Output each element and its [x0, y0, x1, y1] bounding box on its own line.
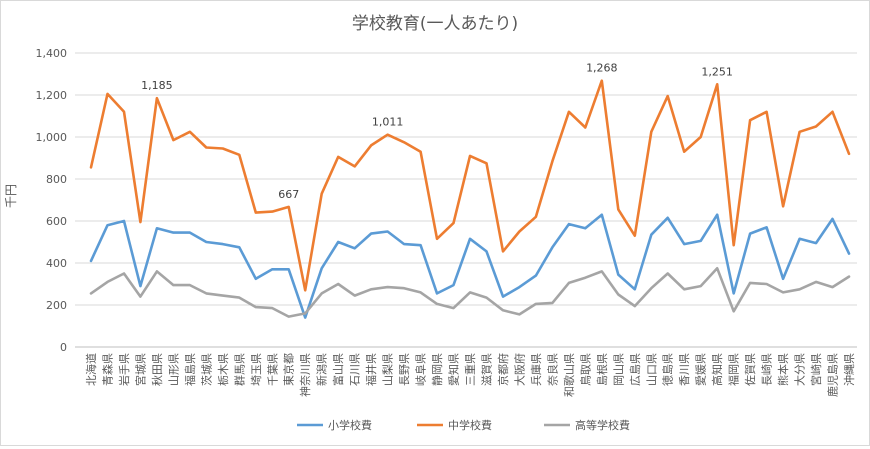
x-tick-label: 埼玉県: [249, 353, 263, 386]
x-tick-labels: 北海道 青森県 岩手県 宮城県 秋田県 山形県 福島県 茨城県 栃木県 群馬県 埼玉県 千葉県 東京都神…: [84, 353, 856, 397]
gridlines: [75, 52, 857, 348]
x-tick-label: 茨城県: [199, 353, 213, 386]
series-lines: [89, 79, 851, 319]
x-tick-label: 岡山県: [612, 353, 625, 386]
x-tick-label: 愛媛県: [694, 353, 708, 386]
x-tick-label: 長野県: [398, 353, 411, 386]
x-tick-label: 富山県: [331, 353, 345, 386]
x-tick-label: 香川県: [678, 353, 691, 386]
y-tick-label: 600: [46, 215, 67, 228]
x-tick-label: 愛知県: [447, 353, 461, 386]
data-label: 1,011: [372, 116, 404, 129]
x-tick-label: 山口県: [645, 353, 658, 386]
x-tick-label: 熊本県: [776, 353, 790, 386]
data-label: 1,185: [141, 79, 173, 92]
x-tick-label: 群馬県: [232, 353, 246, 386]
x-tick-label: 滋賀県: [480, 353, 493, 386]
chart-title: 学校教育(一人あたり): [352, 14, 518, 34]
y-axis-label: 千円: [4, 184, 18, 208]
x-tick-label: 京都府: [496, 353, 510, 386]
x-tick-label: 青森県: [100, 353, 114, 386]
x-tick-label: 大阪府: [512, 353, 526, 386]
x-tick-label: 秋田県: [150, 353, 164, 386]
data-label: 667: [278, 188, 299, 201]
x-tick-label: 広島県: [628, 353, 642, 386]
y-tick-labels: 0 200 400 600 800 1,000 1,200 1,400: [36, 47, 68, 354]
x-tick-label: 宮崎県: [809, 353, 823, 386]
x-tick-label: 福島県: [183, 353, 197, 386]
x-tick-label: 栃木県: [216, 353, 230, 386]
y-tick-label: 800: [46, 173, 67, 186]
x-tick-label: 高知県: [710, 353, 724, 386]
x-tick-label: 石川県: [349, 353, 362, 386]
x-tick-label: 宮城県: [133, 353, 147, 386]
x-tick-label: 和歌山県: [562, 353, 576, 397]
legend-label: 高等学校費: [575, 418, 630, 432]
data-label: 1,251: [701, 65, 733, 78]
x-tick-label: 大分県: [793, 353, 807, 386]
x-tick-label: 鳥取県: [578, 353, 592, 386]
data-label: 1,268: [586, 62, 618, 75]
legend: 小学校費 中学校費 高等学校費: [297, 418, 630, 432]
x-tick-label: 静岡県: [430, 353, 444, 386]
x-tick-label: 岩手県: [117, 353, 131, 386]
x-tick-label: 佐賀県: [743, 353, 757, 386]
x-tick-label: 奈良県: [545, 353, 559, 386]
series-line: [89, 266, 851, 318]
y-tick-label: 200: [46, 299, 67, 312]
x-tick-label: 鹿児島県: [826, 353, 840, 397]
series-line: [89, 213, 851, 319]
x-tick-label: 福岡県: [727, 353, 741, 386]
x-tick-label: 島根県: [595, 353, 609, 386]
x-tick-label: 山形県: [167, 353, 180, 386]
y-tick-label: 1,200: [36, 89, 68, 102]
x-tick-label: 徳島県: [661, 353, 675, 386]
x-tick-label: 新潟県: [315, 353, 329, 386]
x-tick-label: 千葉県: [265, 353, 279, 386]
y-tick-label: 400: [46, 257, 67, 270]
x-tick-label: 東京都: [282, 353, 296, 386]
y-tick-label: 0: [60, 341, 67, 354]
y-tick-label: 1,400: [36, 47, 68, 60]
x-tick-label: 北海道: [84, 353, 98, 386]
x-tick-label: 沖縄県: [842, 353, 856, 386]
x-tick-label: 山梨県: [381, 353, 395, 386]
x-tick-label: 三重県: [463, 353, 477, 386]
legend-label: 中学校費: [448, 418, 492, 432]
x-tick-label: 兵庫県: [529, 353, 543, 386]
x-tick-label: 長崎県: [760, 353, 774, 386]
y-tick-label: 1,000: [36, 131, 68, 144]
x-tick-label: 福井県: [364, 353, 378, 386]
series-line: [89, 79, 851, 292]
data-labels: 1,185 667 1,011 1,268 1,251: [141, 62, 733, 201]
legend-label: 小学校費: [328, 418, 372, 432]
x-tick-label: 神奈川県: [298, 353, 312, 397]
x-tick-label: 岐阜県: [415, 353, 428, 386]
